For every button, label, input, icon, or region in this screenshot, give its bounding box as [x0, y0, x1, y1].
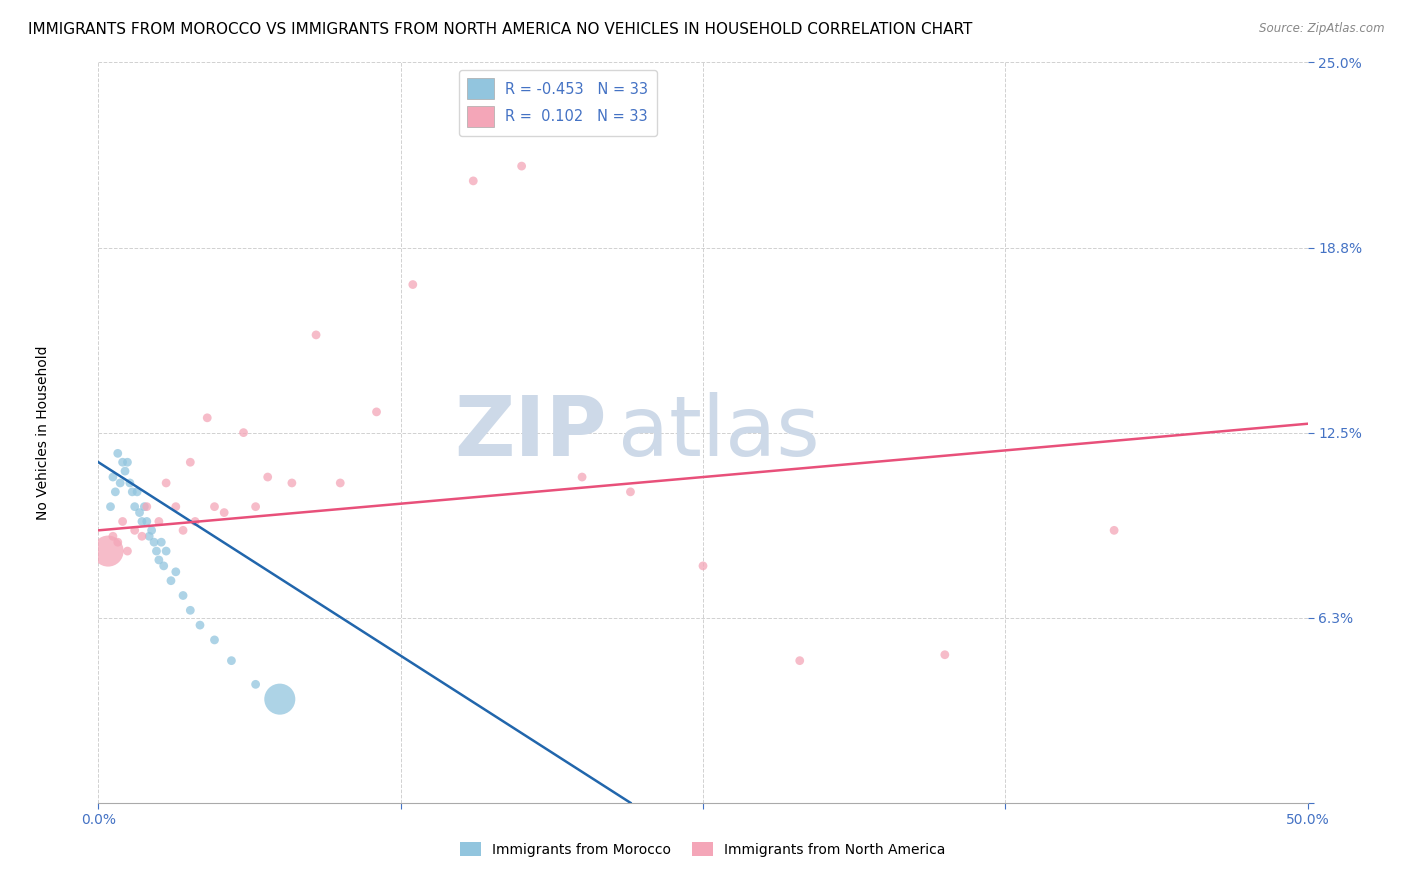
Point: [111, 455, 134, 469]
Text: ZIP: ZIP: [454, 392, 606, 473]
Point: [145, 544, 167, 558]
Point: [188, 618, 211, 632]
Point: [152, 558, 174, 573]
Point: [172, 589, 194, 603]
Point: [256, 470, 278, 484]
Point: [135, 500, 157, 514]
Point: [179, 603, 201, 617]
Text: Source: ZipAtlas.com: Source: ZipAtlas.com: [1260, 22, 1385, 36]
Point: [212, 506, 235, 520]
Point: [510, 159, 533, 173]
Point: [329, 475, 352, 490]
Point: [121, 484, 143, 499]
Point: [232, 425, 254, 440]
Point: [131, 515, 153, 529]
Point: [204, 632, 226, 647]
Point: [107, 535, 129, 549]
Text: IMMIGRANTS FROM MOROCCO VS IMMIGRANTS FROM NORTH AMERICA NO VEHICLES IN HOUSEHOL: IMMIGRANTS FROM MOROCCO VS IMMIGRANTS FR…: [28, 22, 973, 37]
Point: [100, 500, 122, 514]
Point: [111, 515, 134, 529]
Point: [204, 500, 226, 514]
Point: [124, 524, 146, 538]
Point: [127, 484, 149, 499]
Point: [221, 654, 243, 668]
Point: [305, 327, 328, 342]
Point: [148, 553, 170, 567]
Point: [124, 500, 146, 514]
Point: [195, 410, 218, 425]
Point: [155, 475, 177, 490]
Point: [131, 529, 153, 543]
Point: [165, 565, 187, 579]
Point: [692, 558, 714, 573]
Point: [118, 475, 141, 490]
Point: [143, 535, 166, 549]
Point: [402, 277, 425, 292]
Point: [179, 455, 201, 469]
Point: [101, 470, 124, 484]
Y-axis label: No Vehicles in Household: No Vehicles in Household: [35, 345, 49, 520]
Point: [619, 484, 641, 499]
Point: [150, 535, 173, 549]
Point: [1102, 524, 1125, 538]
Point: [160, 574, 183, 588]
Point: [281, 475, 304, 490]
Point: [135, 515, 157, 529]
Point: [366, 405, 388, 419]
Point: [107, 446, 129, 460]
Point: [104, 484, 127, 499]
Point: [141, 524, 163, 538]
Point: [97, 544, 120, 558]
Point: [165, 500, 187, 514]
Point: [134, 500, 156, 514]
Point: [571, 470, 593, 484]
Point: [155, 544, 177, 558]
Point: [184, 515, 207, 529]
Point: [934, 648, 956, 662]
Point: [269, 692, 291, 706]
Point: [117, 544, 139, 558]
Point: [245, 500, 267, 514]
Legend: Immigrants from Morocco, Immigrants from North America: Immigrants from Morocco, Immigrants from…: [456, 837, 950, 863]
Point: [172, 524, 194, 538]
Point: [101, 529, 124, 543]
Text: atlas: atlas: [619, 392, 820, 473]
Point: [789, 654, 811, 668]
Point: [128, 506, 150, 520]
Point: [117, 455, 139, 469]
Point: [148, 515, 170, 529]
Point: [114, 464, 136, 478]
Point: [108, 475, 131, 490]
Point: [245, 677, 267, 691]
Point: [138, 529, 160, 543]
Point: [463, 174, 485, 188]
